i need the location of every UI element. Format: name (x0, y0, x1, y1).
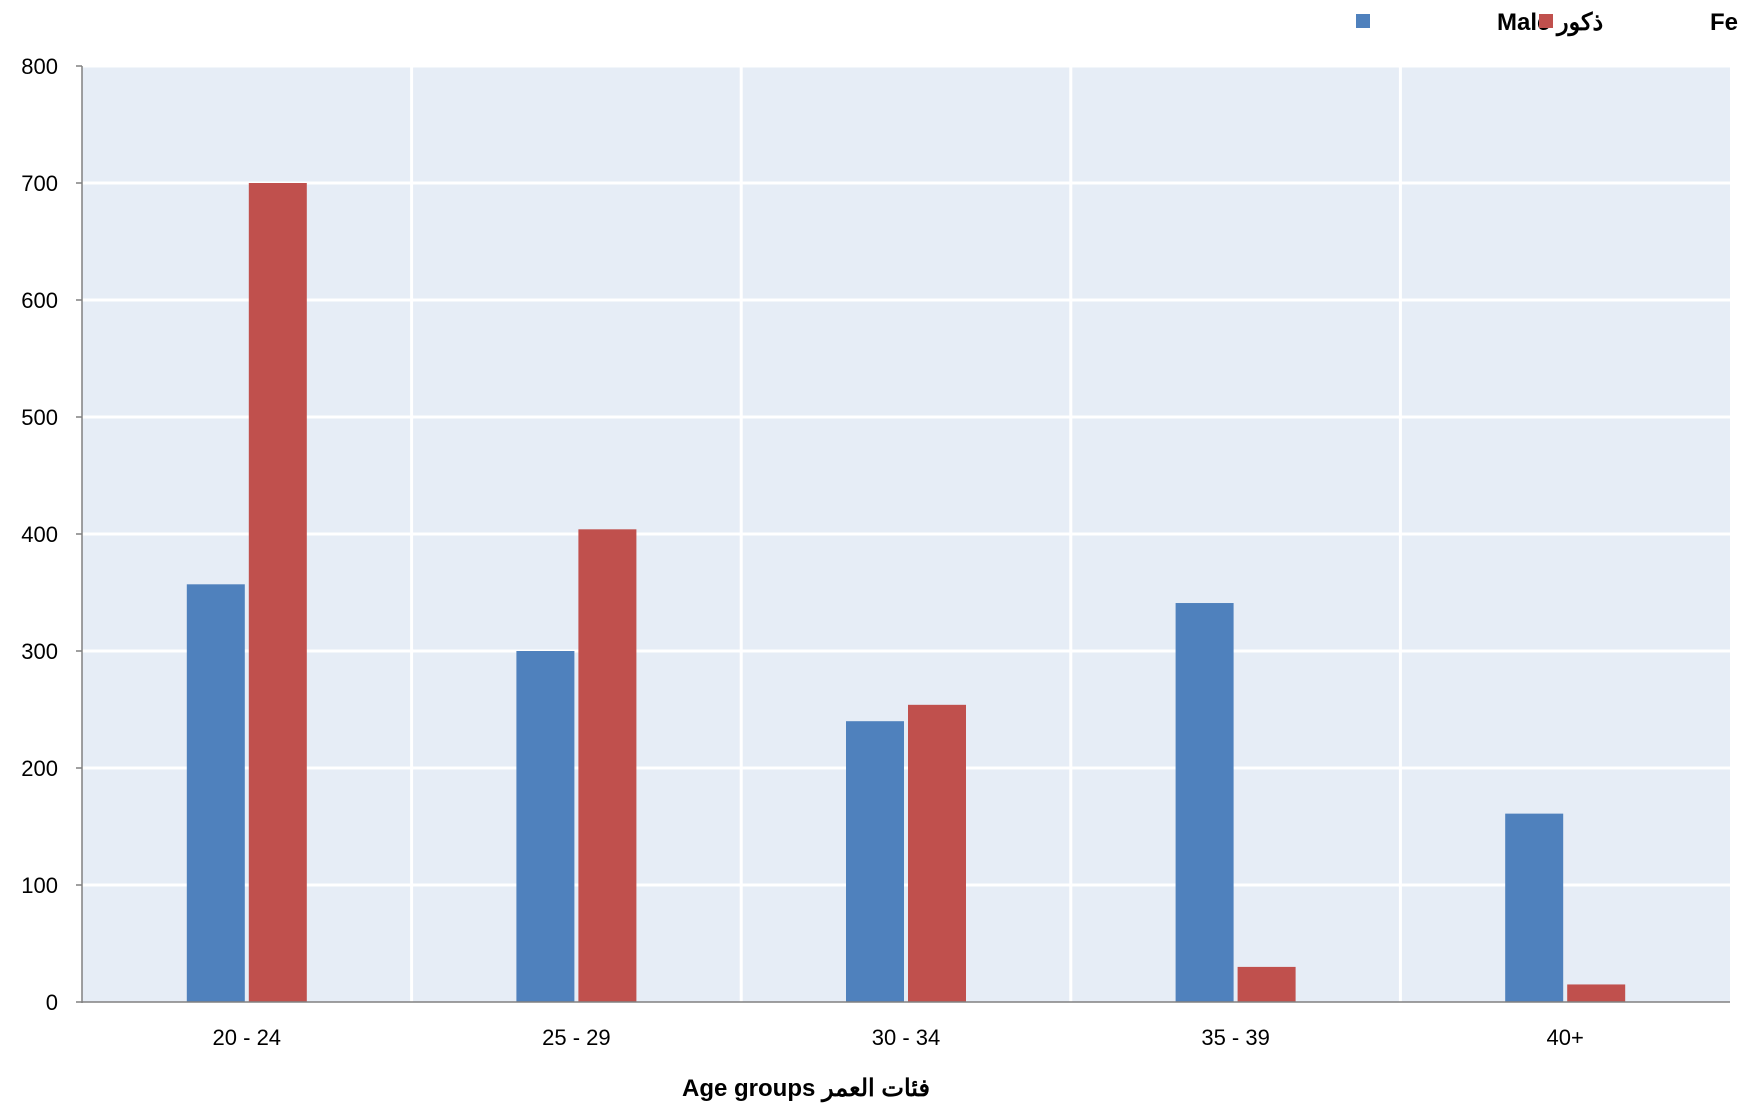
bar (1505, 813, 1564, 1002)
bar (1237, 966, 1296, 1002)
bar (1567, 984, 1626, 1002)
x-axis-title: فئات العمر Age groups (682, 1075, 930, 1103)
y-tick-label: 200 (21, 756, 58, 781)
bar (908, 704, 966, 1002)
x-tick-label: 30 - 34 (872, 1025, 941, 1050)
bars (186, 183, 1626, 1002)
y-tick-label: 0 (46, 990, 58, 1015)
y-tick-label: 400 (21, 522, 58, 547)
y-tick-label: 800 (21, 54, 58, 79)
gridlines (82, 64, 1730, 1002)
y-tick-label: 500 (21, 405, 58, 430)
bar (578, 529, 637, 1002)
x-tick-label: 25 - 29 (542, 1025, 611, 1050)
bar (846, 721, 904, 1002)
legend: ذكور Maleاناث Female (1356, 9, 1738, 37)
x-tick-label: 40+ (1547, 1025, 1584, 1050)
y-tick-label: 700 (21, 171, 58, 196)
x-tick-labels: 20 - 24 25 - 29 30 - 34 35 - 39 40+ (213, 1025, 1584, 1050)
x-tick-label: 20 - 24 (213, 1025, 282, 1050)
y-tick-label: 100 (21, 873, 58, 898)
legend-label: اناث Female (1710, 9, 1738, 36)
y-tick-label: 600 (21, 288, 58, 313)
y-tick-label: 300 (21, 639, 58, 664)
bar (186, 584, 245, 1002)
legend-swatch (1356, 14, 1370, 28)
bar (1175, 603, 1234, 1002)
axes (76, 65, 1730, 1003)
y-tick-labels: 0 100 200 300 400 500 600 700 800 (21, 54, 58, 1015)
legend-swatch (1539, 14, 1553, 28)
bar (248, 183, 307, 1002)
bar (516, 651, 575, 1002)
x-tick-label: 35 - 39 (1201, 1025, 1270, 1050)
